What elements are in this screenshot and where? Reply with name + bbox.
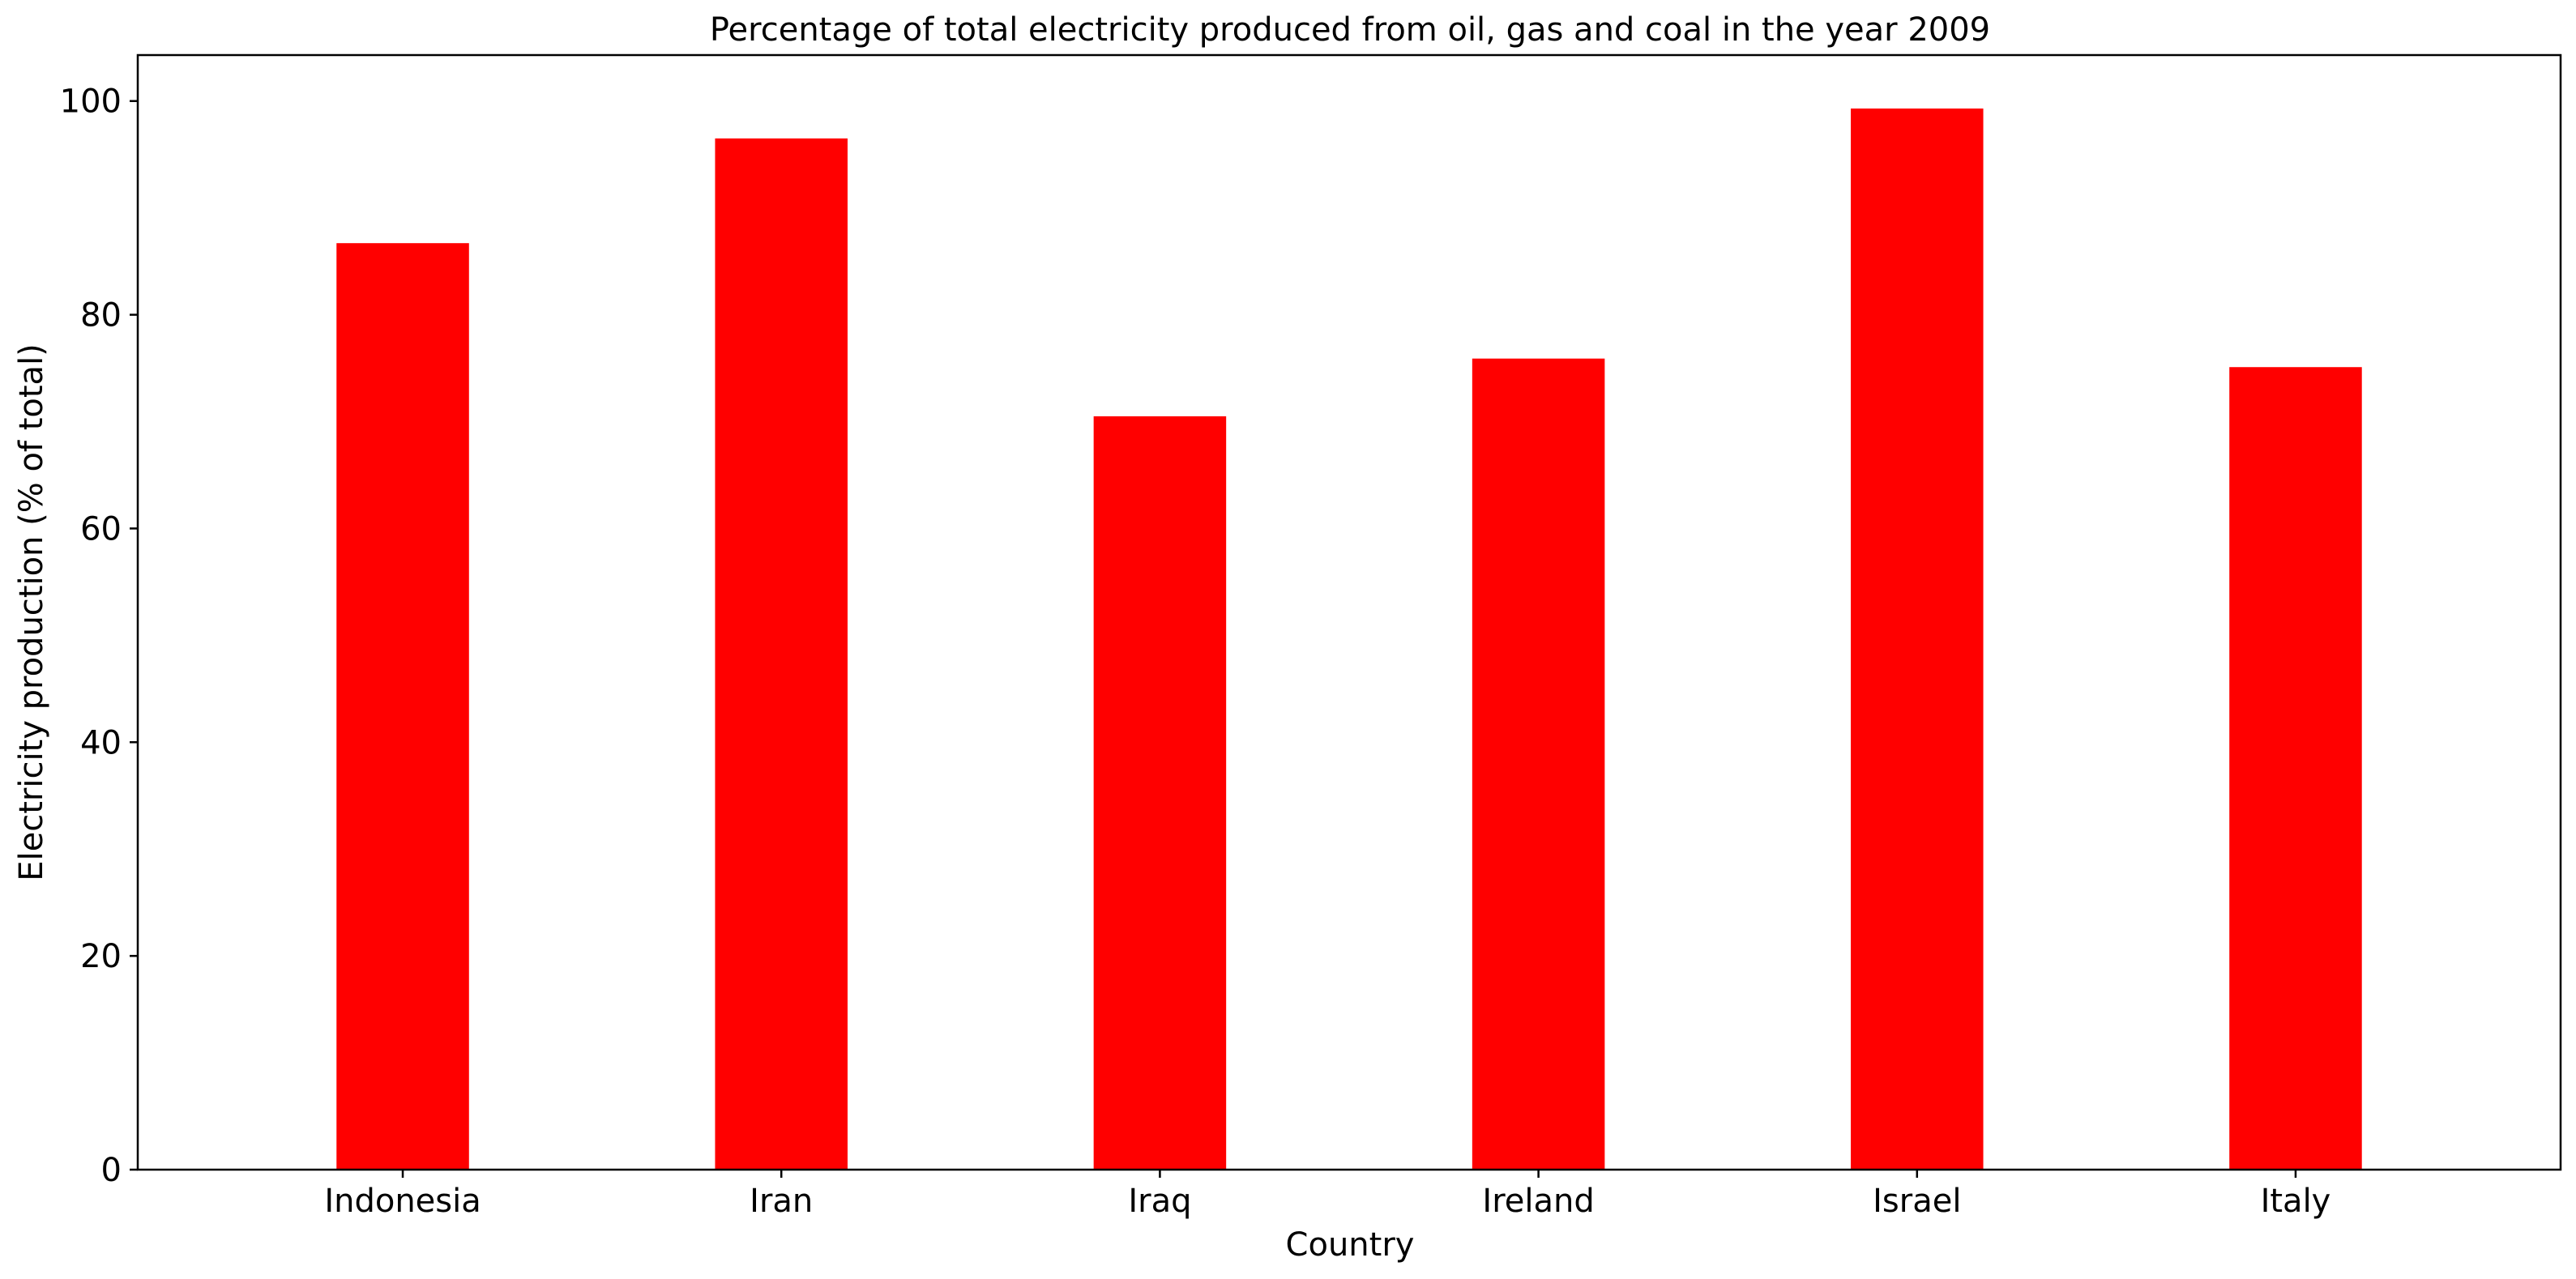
y-tick-label: 40 bbox=[80, 724, 122, 761]
y-axis-label: Electricity production (% of total) bbox=[13, 343, 50, 881]
x-tick-label: Indonesia bbox=[324, 1183, 481, 1220]
x-axis-ticks: Indonesia Iran Iraq Ireland Israel Italy bbox=[324, 1170, 2330, 1220]
x-axis-label: Country bbox=[1286, 1226, 1415, 1264]
y-axis-ticks: 0 20 40 60 80 100 bbox=[60, 83, 138, 1189]
x-tick-label: Ireland bbox=[1482, 1183, 1594, 1220]
chart-title: Percentage of total electricity produced… bbox=[710, 11, 1990, 49]
x-tick-label: Israel bbox=[1873, 1183, 1961, 1220]
y-tick-label: 100 bbox=[60, 83, 122, 121]
bar-indonesia bbox=[336, 243, 469, 1170]
bar-iraq bbox=[1093, 416, 1227, 1170]
y-tick-label: 80 bbox=[80, 297, 122, 335]
y-tick-label: 60 bbox=[80, 510, 122, 548]
bars-group bbox=[336, 108, 2362, 1170]
y-tick-label: 20 bbox=[80, 938, 122, 975]
x-tick-label: Italy bbox=[2261, 1183, 2331, 1220]
plot-frame bbox=[136, 53, 2562, 1171]
x-tick-label: Iraq bbox=[1128, 1183, 1191, 1220]
y-tick-label: 0 bbox=[101, 1152, 122, 1189]
bar-ireland bbox=[1472, 358, 1605, 1170]
x-tick-label: Iran bbox=[750, 1183, 813, 1220]
bar-italy bbox=[2229, 367, 2362, 1170]
bar-iran bbox=[715, 138, 848, 1170]
bar-israel bbox=[1851, 108, 1984, 1170]
